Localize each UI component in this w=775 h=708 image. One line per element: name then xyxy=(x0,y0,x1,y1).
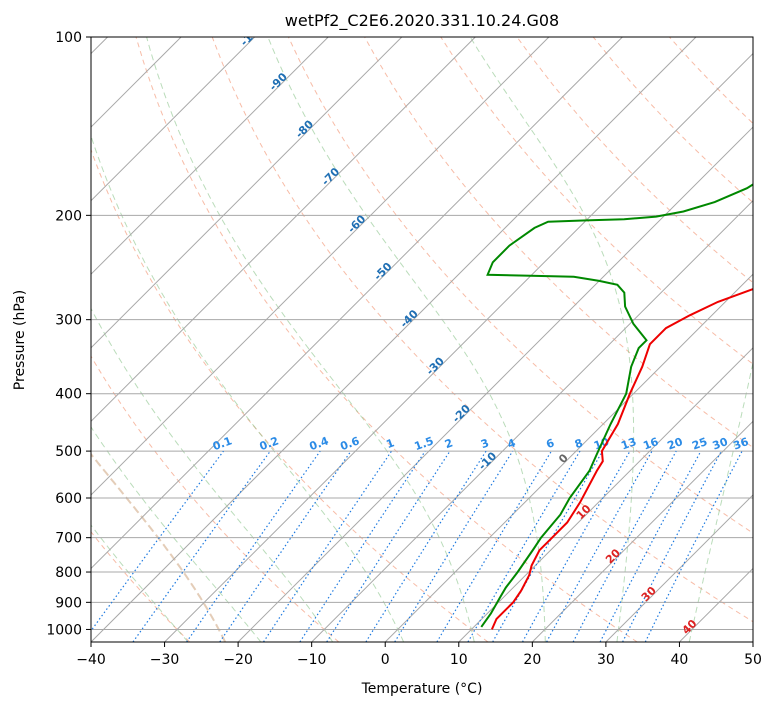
moist-adiabat xyxy=(91,307,334,642)
isotherm xyxy=(384,273,753,642)
mixing-ratio-label: 2 xyxy=(443,436,455,451)
mixing-ratio-label: 0.1 xyxy=(211,434,234,453)
y-tick-label: 200 xyxy=(55,208,82,224)
y-tick-label: 500 xyxy=(55,444,82,460)
dewpoint-profile xyxy=(480,183,753,628)
mixing-ratio-label: 25 xyxy=(690,435,709,452)
y-tick-label: 900 xyxy=(55,595,82,611)
highlight-adiabat xyxy=(91,452,227,642)
moist-adiabat xyxy=(91,134,405,642)
x-tick-label: 40 xyxy=(671,652,689,668)
mixing-ratio-label: 0.4 xyxy=(308,434,331,453)
y-tick-label: 1000 xyxy=(46,622,82,638)
mixing-ratio-line xyxy=(91,450,224,632)
mixing-ratio-label: 1.5 xyxy=(413,434,436,453)
dry-adiabat xyxy=(135,37,638,642)
mixing-ratio-line xyxy=(219,450,352,642)
isotherm xyxy=(531,420,753,642)
mixing-ratio-label: 8 xyxy=(573,436,585,451)
y-tick-label: 300 xyxy=(55,313,82,329)
dry-adiabat xyxy=(91,355,340,642)
isotherm xyxy=(605,494,753,642)
dry-adiabat xyxy=(91,531,191,642)
mixing-ratio-label: 0.6 xyxy=(338,434,361,453)
chart-title: wetPf2_C2E6.2020.331.10.24.G08 xyxy=(285,11,559,31)
moist-adiabat xyxy=(688,360,753,642)
isotherm-label: -100 xyxy=(238,20,267,49)
y-axis-label: Pressure (hPa) xyxy=(12,290,28,390)
x-tick-label: −30 xyxy=(150,652,180,668)
isotherm xyxy=(91,37,329,275)
mixing-ratio-line xyxy=(299,450,426,642)
x-tick-label: −20 xyxy=(223,652,253,668)
moist-adiabat xyxy=(267,37,546,642)
isotherm xyxy=(237,126,753,642)
isotherm xyxy=(91,37,403,349)
mixing-ratio-label: 6 xyxy=(544,436,556,451)
y-tick-label: 400 xyxy=(55,387,82,403)
x-tick-label: 0 xyxy=(381,652,390,668)
x-tick-label: −10 xyxy=(297,652,327,668)
y-tick-label: 800 xyxy=(55,565,82,581)
x-tick-label: 20 xyxy=(523,652,541,668)
x-axis-label: Temperature (°C) xyxy=(361,681,483,697)
plot-area: 0.10.20.40.611.52346810131620253036-100-… xyxy=(91,20,753,642)
moist-adiabat xyxy=(91,426,262,642)
mixing-ratio-label: 16 xyxy=(641,435,660,453)
mixing-ratio-line xyxy=(394,450,514,642)
plot-border xyxy=(90,36,754,643)
dry-adiabat xyxy=(211,37,753,623)
mixing-ratio-label: 1 xyxy=(385,436,397,451)
x-tick-label: 10 xyxy=(450,652,468,668)
x-tick-label: 50 xyxy=(744,652,762,668)
axes-frame: −40 −30 −20 −10 0 10 20 30 40 5010020030040050060… xyxy=(46,30,762,668)
mixing-ratio-label: 36 xyxy=(731,435,750,453)
mixing-ratio-line xyxy=(186,450,321,642)
mixing-ratio-line xyxy=(546,450,653,642)
y-tick-label: 700 xyxy=(55,531,82,547)
dry-adiabat xyxy=(91,148,489,642)
isotherm xyxy=(91,37,697,642)
mixing-ratio-label: 20 xyxy=(666,435,685,453)
x-tick-label: 30 xyxy=(597,652,615,668)
dry-adiabat xyxy=(516,37,753,284)
moist-adiabat xyxy=(146,37,475,642)
y-tick-label: 600 xyxy=(55,491,82,507)
mixing-ratio-label: 4 xyxy=(506,436,518,451)
mixing-ratio-line xyxy=(572,450,677,642)
mixing-ratio-label: 3 xyxy=(479,436,491,451)
isotherm xyxy=(91,37,256,202)
isotherm xyxy=(164,52,753,642)
mixing-ratio-label: 0.2 xyxy=(258,434,281,453)
mixing-ratio-line xyxy=(326,450,451,642)
dry-adiabat xyxy=(440,37,753,365)
mixing-ratio-line xyxy=(521,450,631,642)
isotherm xyxy=(458,347,753,642)
mixing-ratio-line xyxy=(132,450,271,642)
temperature-profile xyxy=(490,287,753,630)
isotherm xyxy=(91,37,623,570)
isotherm xyxy=(91,37,476,423)
mixing-ratio-line xyxy=(644,450,743,642)
isotherm xyxy=(311,199,753,642)
isotherm xyxy=(91,37,550,496)
mixing-ratio-line xyxy=(262,450,392,642)
mixing-ratio-label: 13 xyxy=(619,435,638,452)
moist-adiabat xyxy=(91,524,189,642)
x-tick-label: −40 xyxy=(76,652,106,668)
y-tick-label: 100 xyxy=(55,30,82,46)
mixing-ratio-label: 30 xyxy=(711,435,730,453)
